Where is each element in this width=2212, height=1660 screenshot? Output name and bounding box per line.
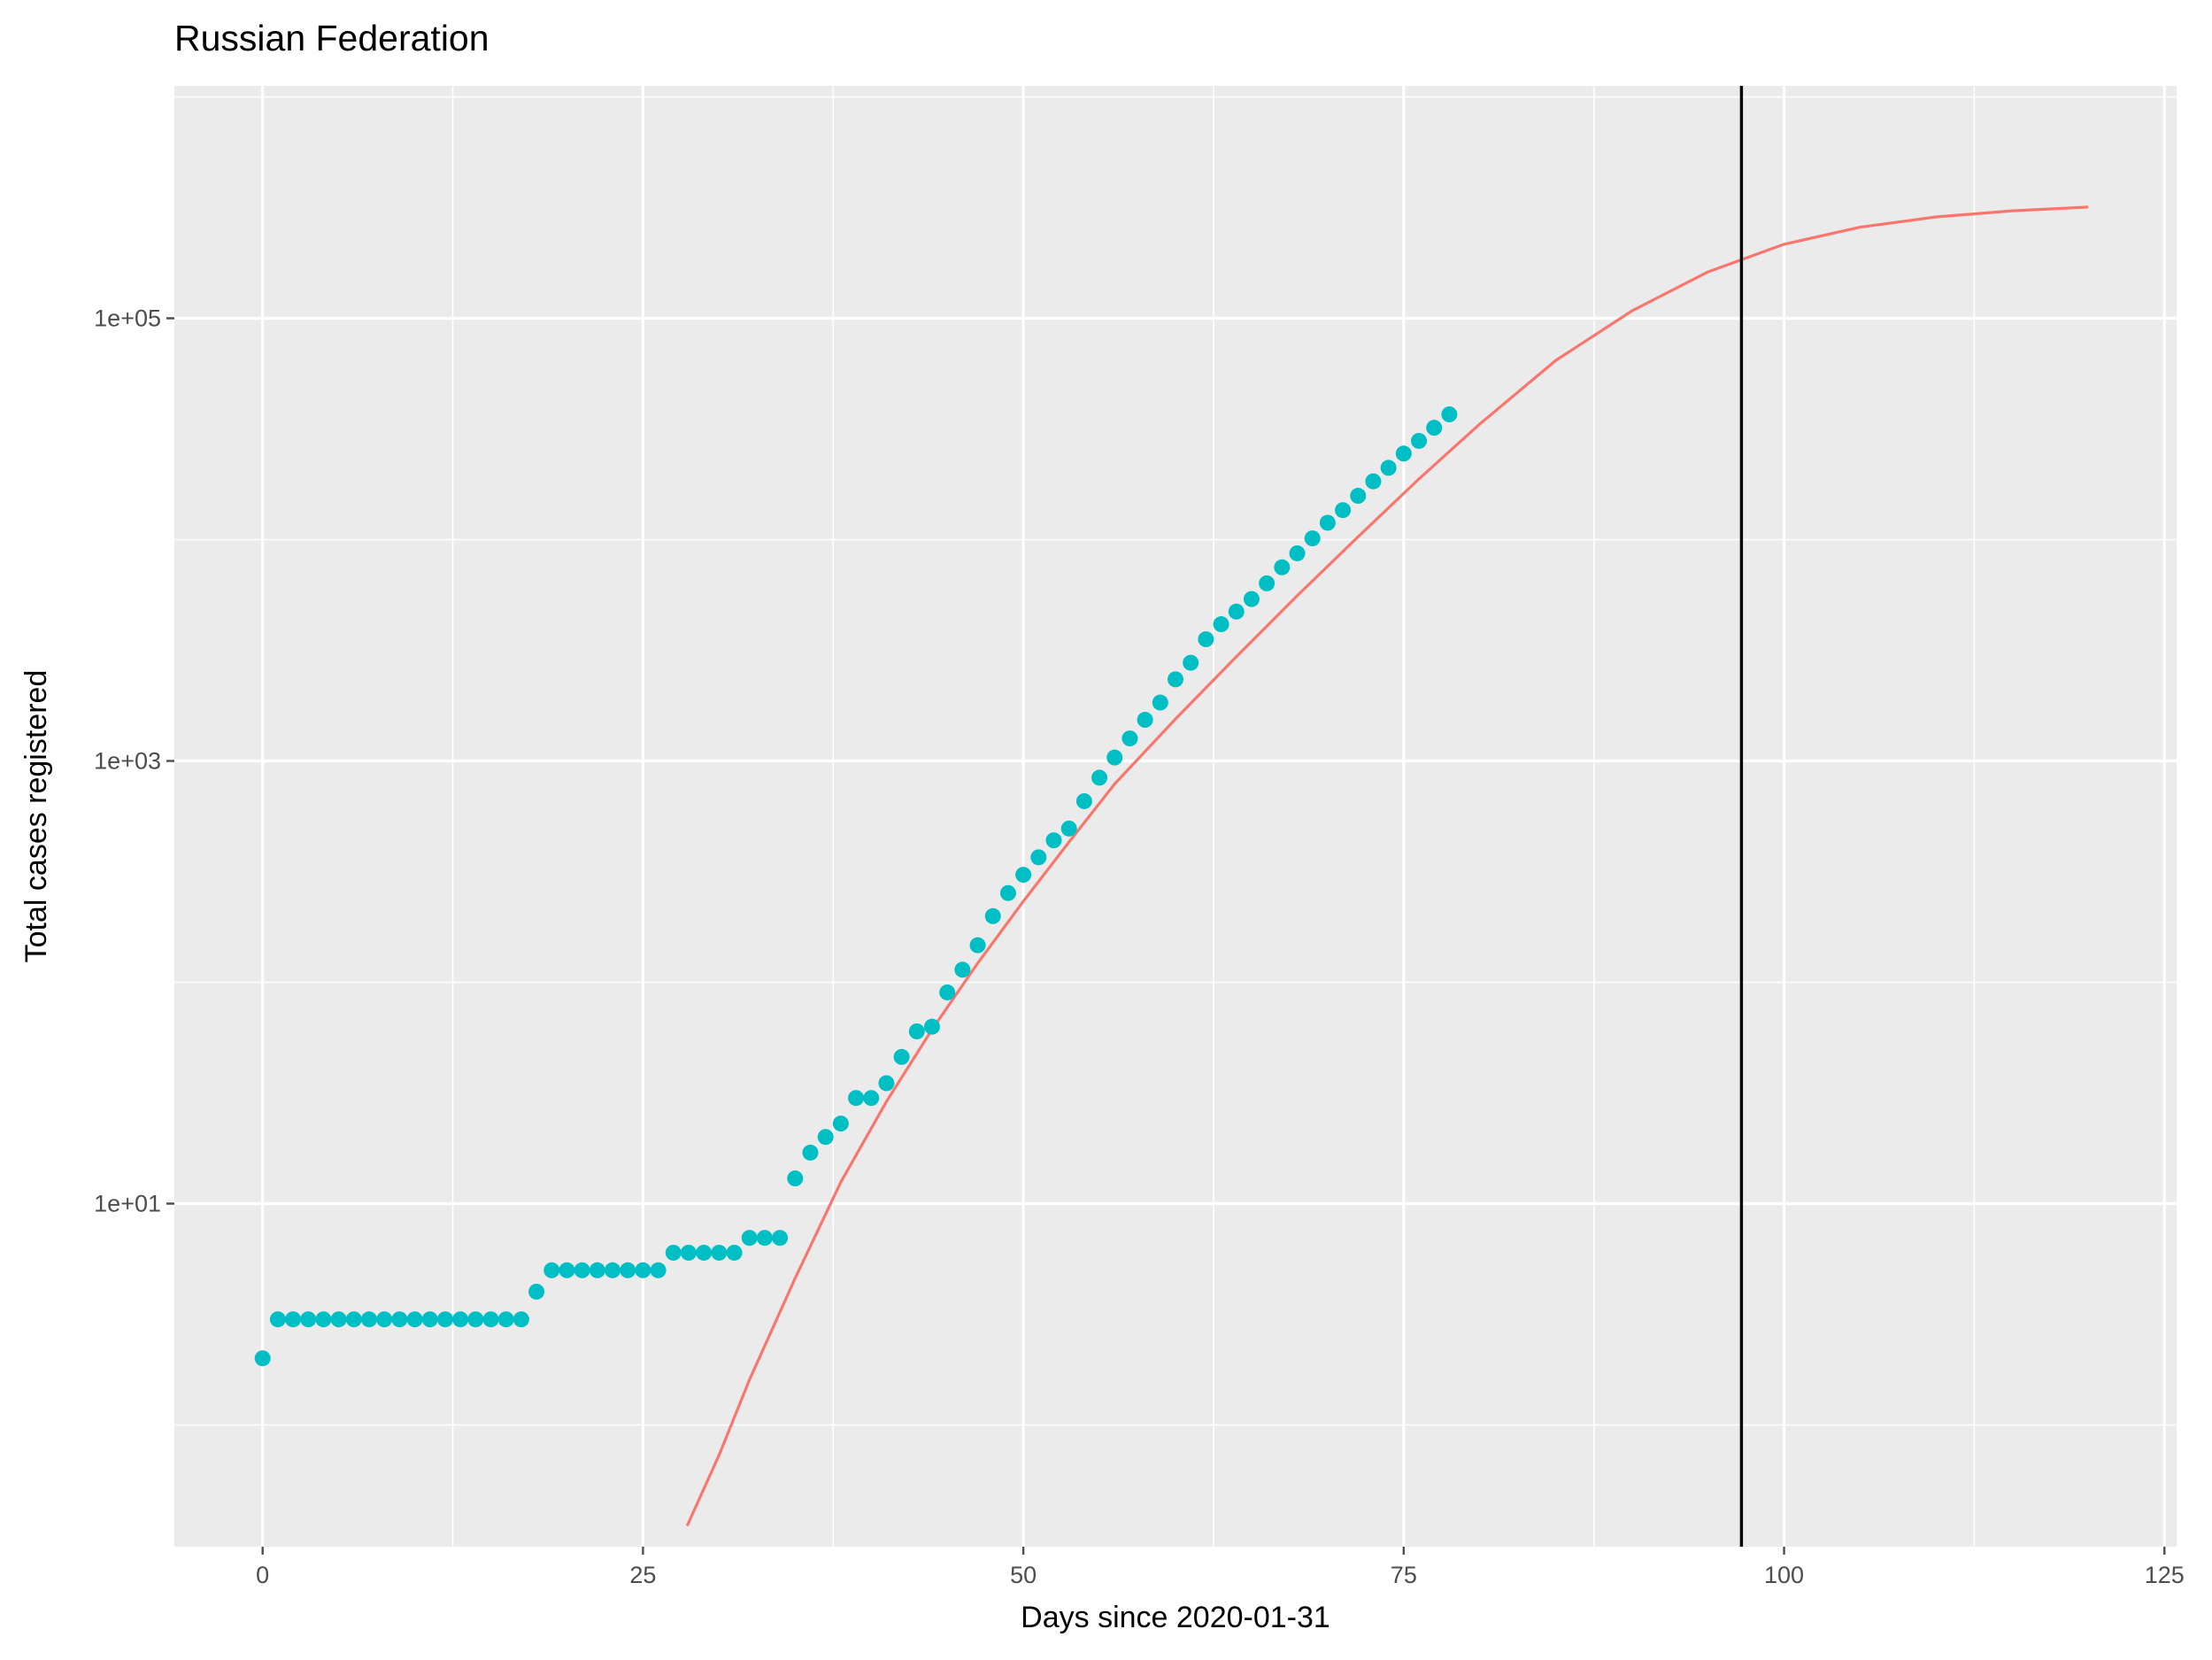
x-tick-label: 25 — [629, 1562, 656, 1588]
data-point — [1045, 832, 1062, 849]
data-points — [254, 406, 1458, 1367]
data-point — [893, 1048, 910, 1065]
data-point — [923, 1018, 940, 1035]
data-point — [726, 1244, 743, 1261]
data-point — [391, 1311, 408, 1328]
x-tick-label: 50 — [1010, 1562, 1037, 1588]
data-point — [832, 1116, 849, 1132]
data-point — [741, 1230, 758, 1247]
data-point — [254, 1350, 271, 1367]
data-point — [315, 1311, 332, 1328]
data-point — [497, 1311, 514, 1328]
data-point — [467, 1311, 484, 1328]
data-point — [696, 1244, 713, 1261]
data-point — [817, 1129, 834, 1146]
plot-panel — [174, 86, 2177, 1547]
data-point — [1365, 473, 1382, 490]
data-point — [984, 907, 1001, 924]
data-point — [1274, 559, 1291, 575]
data-point — [513, 1311, 529, 1328]
data-point — [1426, 420, 1443, 436]
data-point — [1152, 694, 1168, 711]
data-point — [1168, 671, 1183, 688]
x-tick-label: 125 — [2145, 1562, 2185, 1588]
data-point — [1441, 406, 1458, 423]
x-tick-label: 75 — [1391, 1562, 1417, 1588]
data-point — [543, 1262, 560, 1278]
data-point — [1304, 530, 1321, 547]
data-point — [1030, 849, 1047, 866]
data-point — [559, 1262, 575, 1278]
x-axis-title: Days since 2020-01-31 — [1021, 1601, 1330, 1634]
x-tick-label: 0 — [256, 1562, 269, 1588]
data-point — [285, 1311, 302, 1328]
data-point — [1319, 514, 1336, 531]
data-point — [1395, 445, 1412, 462]
data-point — [1183, 654, 1199, 671]
data-point — [269, 1311, 286, 1328]
data-point — [908, 1023, 925, 1039]
y-tick-label: 1e+03 — [94, 748, 161, 775]
data-point — [1075, 792, 1092, 809]
data-point — [452, 1311, 469, 1328]
data-point — [787, 1170, 804, 1187]
data-point — [605, 1262, 621, 1278]
minor-gridlines — [174, 86, 2177, 1547]
data-point — [1380, 459, 1397, 476]
data-point — [345, 1311, 362, 1328]
y-tick-label: 1e+01 — [94, 1191, 161, 1217]
data-point — [969, 937, 986, 954]
major-gridlines — [174, 86, 2177, 1547]
data-point — [1060, 820, 1077, 837]
data-point — [1213, 616, 1229, 633]
y-tick-label: 1e+05 — [94, 305, 161, 332]
data-point — [1121, 730, 1138, 747]
x-axis: 0 25 50 75 100 125 — [256, 1547, 2185, 1588]
data-point — [635, 1262, 651, 1278]
y-axis-title: Total cases registered — [19, 670, 53, 963]
data-point — [848, 1090, 865, 1107]
data-point — [376, 1311, 393, 1328]
fitted-curve — [685, 205, 2089, 1527]
data-point — [300, 1311, 317, 1328]
data-point — [650, 1262, 667, 1278]
data-point — [1289, 544, 1306, 561]
data-point — [406, 1311, 423, 1328]
x-tick-label: 100 — [1764, 1562, 1804, 1588]
data-point — [1259, 575, 1276, 591]
data-point — [711, 1244, 728, 1261]
data-point — [482, 1311, 499, 1328]
data-point — [680, 1244, 697, 1261]
data-point — [1243, 591, 1260, 607]
data-point — [772, 1230, 789, 1247]
data-point — [802, 1144, 819, 1161]
data-point — [589, 1262, 605, 1278]
data-point — [1015, 867, 1032, 884]
data-point — [1198, 631, 1214, 648]
chart-title: Russian Federation — [174, 18, 489, 58]
data-point — [1091, 769, 1108, 786]
data-point — [863, 1090, 880, 1107]
data-point — [1350, 488, 1367, 505]
y-axis: 1e+01 1e+03 1e+05 — [94, 305, 174, 1217]
data-point — [999, 884, 1016, 901]
data-point — [436, 1311, 453, 1328]
data-point — [878, 1075, 895, 1092]
data-point — [939, 984, 956, 1000]
data-point — [1106, 749, 1123, 766]
data-point — [1335, 502, 1352, 519]
data-point — [756, 1230, 773, 1247]
data-point — [1411, 432, 1428, 449]
data-point — [665, 1244, 682, 1261]
data-point — [421, 1311, 438, 1328]
data-point — [574, 1262, 590, 1278]
data-point — [1228, 603, 1245, 620]
data-point — [528, 1283, 545, 1300]
data-point — [620, 1262, 636, 1278]
data-point — [1137, 712, 1153, 729]
data-point — [361, 1311, 378, 1328]
data-point — [330, 1311, 347, 1328]
data-point — [954, 961, 971, 978]
